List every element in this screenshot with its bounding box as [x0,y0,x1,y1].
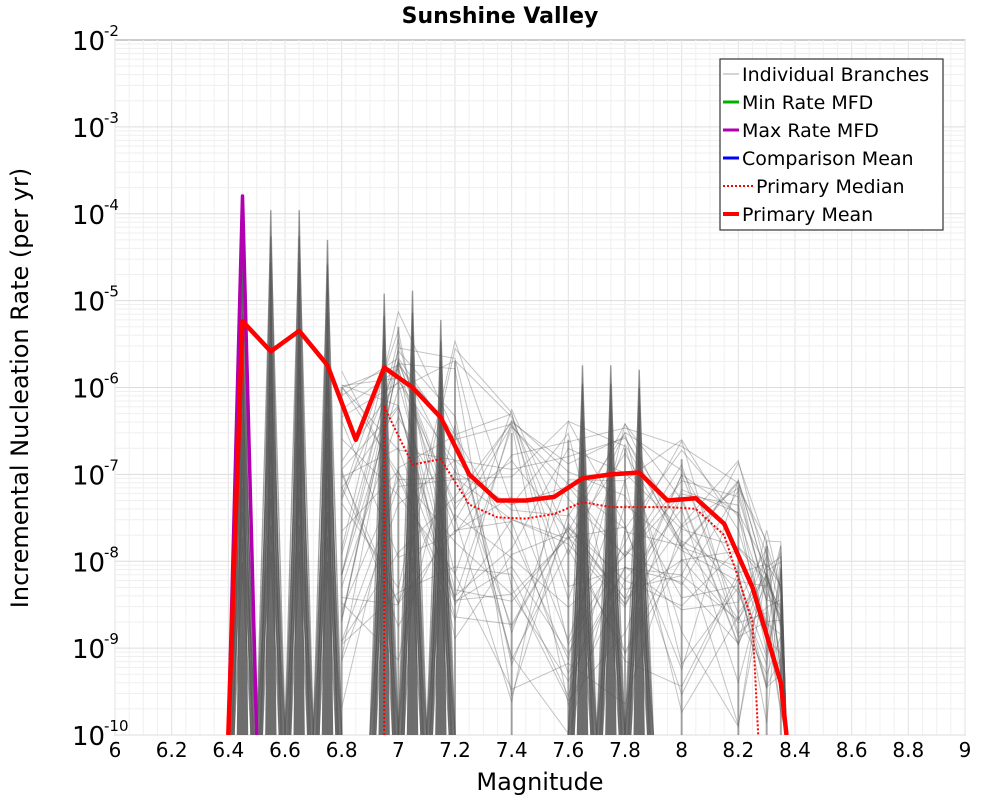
x-tick-label: 6.4 [212,738,244,762]
x-tick-label: 8.4 [779,738,811,762]
legend-label: Individual Branches [742,64,929,86]
branch-spike-core [633,369,645,735]
legend-label: Min Rate MFD [742,92,873,114]
branch-curve [341,419,787,735]
branch-spike-core [321,239,334,735]
x-tick-label: 7.4 [496,738,528,762]
y-tick-exponent: -8 [104,543,119,561]
legend-box [719,58,944,231]
y-tick-exponent: -6 [104,370,119,388]
y-axis-label: Incremental Nucleation Rate (per yr) [6,168,34,608]
y-tick-label: 10 [72,201,105,231]
y-tick-exponent: -5 [104,283,119,301]
y-tick-exponent: -3 [104,109,119,127]
branch-curve [341,420,787,735]
y-tick-exponent: -2 [104,22,119,40]
branch-spike-core [605,365,617,735]
y-tick-label: 10 [72,114,105,144]
x-tick-label: 6.2 [156,738,188,762]
branch-spike-core [265,210,277,735]
x-tick-label: 6 [109,738,122,762]
series-primary-mean [226,318,789,735]
legend-label: Primary Median [756,176,905,198]
legend-label: Max Rate MFD [742,120,879,142]
x-tick-label: 8.6 [836,738,868,762]
chart-title: Sunshine Valley [402,4,599,29]
x-tick-label: 7.8 [609,738,641,762]
y-tick-label: 10 [72,548,105,578]
x-tick-label: 7.2 [439,738,471,762]
y-tick-exponent: -9 [104,630,119,648]
branch-curve [341,359,787,735]
branch-spike-core [576,365,589,735]
branch-curve [341,364,787,735]
branch-curve [341,431,787,735]
y-tick-exponent: -7 [104,456,119,474]
legend-label: Comparison Mean [742,148,914,170]
x-tick-label: 6.6 [269,738,301,762]
y-tick-label: 10 [72,375,105,405]
x-axis-label: Magnitude [476,768,603,796]
branch-spike-core [236,239,249,735]
x-tick-label: 8 [675,738,688,762]
x-tick-label: 7.6 [552,738,584,762]
branch-spike-core [435,319,447,735]
x-tick-label: 8.2 [722,738,754,762]
branch-curve [341,422,787,735]
branch-spike-core [293,210,305,735]
x-tick-label: 6.8 [326,738,358,762]
y-tick-label: 10 [72,288,105,318]
x-axis-ticks: 6 6.2 6.4 6.6 6.8 7 7.2 7.4 7.6 7.8 8 8.2 8.4 8.6 8.8 9 [109,738,972,762]
branch-spike-core [406,290,419,735]
y-tick-label: 10 [72,635,105,665]
branch-curve [341,386,787,735]
y-tick-exponent: -4 [104,196,119,214]
x-tick-label: 9 [959,738,972,762]
y-tick-exponent: -10 [104,717,129,735]
y-tick-label: 10 [72,27,105,57]
legend: Individual Branches Min Rate MFD Max Rate … [719,58,944,231]
x-tick-label: 8.8 [892,738,924,762]
branch-curve [341,421,787,735]
series-lines [226,194,789,735]
y-tick-label: 10 [72,461,105,491]
legend-label: Primary Mean [742,204,873,226]
branch-curve [341,420,787,735]
x-tick-label: 7 [392,738,405,762]
y-tick-label: 10 [72,722,105,752]
